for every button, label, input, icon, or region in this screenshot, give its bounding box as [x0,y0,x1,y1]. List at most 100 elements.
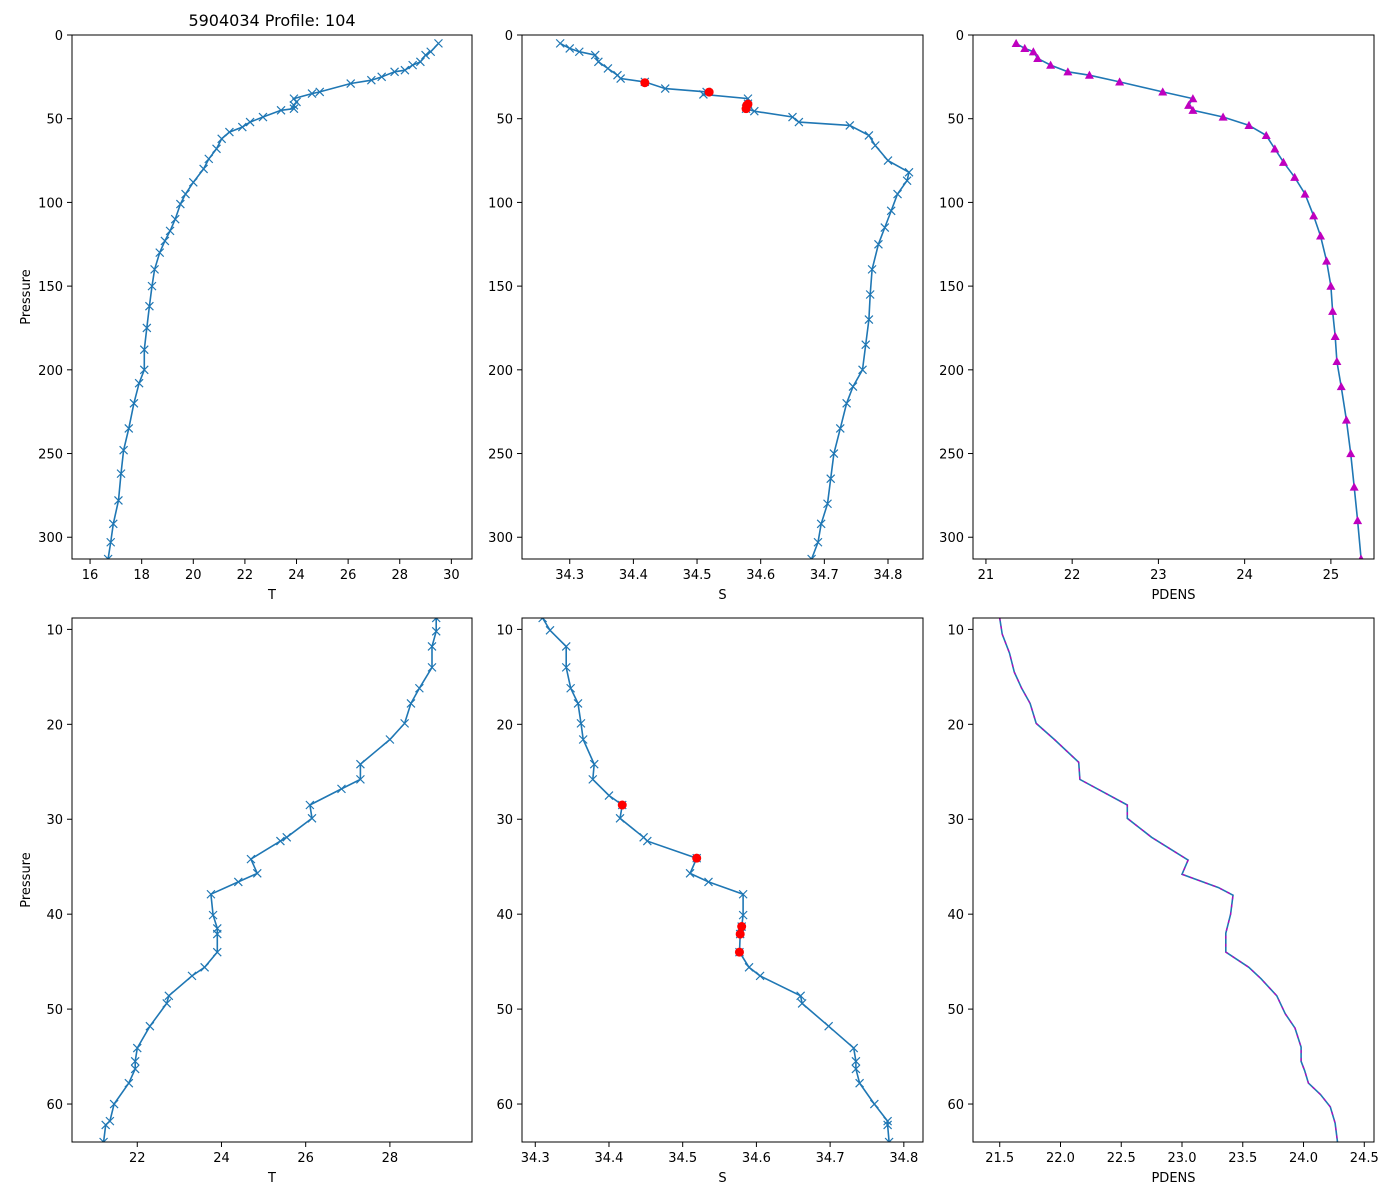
data-point [188,177,198,187]
data-point [307,813,317,823]
highlight-point [640,78,650,88]
y-tick-label: 150 [488,280,513,295]
data-point [589,759,599,769]
data-point [366,75,376,85]
x-tick-label: 34.4 [595,1151,624,1166]
data-point [400,718,410,728]
data-point [124,1078,134,1088]
data-point [337,784,346,794]
data-point [431,626,441,636]
data-point [124,423,134,433]
x-tick-label: 34.3 [555,568,584,583]
data-point [1188,94,1198,103]
data-point [315,87,325,97]
data-point [199,164,209,174]
x-tick-label: 34.7 [810,568,839,583]
data-point [842,398,852,408]
data-point [749,106,759,116]
data-point [142,323,152,333]
data-point [276,105,286,115]
y-tick-label: 50 [46,1003,63,1018]
x-tick-label: 34.3 [521,1151,550,1166]
data-point [346,79,356,88]
x-tick-label: 24 [213,1151,230,1166]
data-point [212,947,222,957]
y-tick-label: 30 [46,813,63,828]
data-point [245,117,255,127]
y-tick-label: 60 [947,1098,964,1113]
x-tick-label: 26 [340,568,357,583]
x-tick-label: 23.0 [1168,1151,1197,1166]
data-point [1261,130,1271,140]
y-tick-label: 20 [947,718,964,733]
y-tick-label: 10 [46,623,63,638]
data-point [1326,281,1336,290]
data-point [615,813,625,823]
data-point [874,239,883,249]
subplot-top-temperature: 16 18 20 22 24 26 28 30050100150200250300TPress… [19,29,473,603]
data-point [224,127,234,137]
data-point [566,683,576,693]
data-point [880,223,890,232]
data-point [233,877,243,887]
data-point [1184,100,1194,109]
data-point [289,100,299,110]
data-point [816,519,826,529]
data-point [187,971,197,981]
data-point [175,199,185,209]
data-point [1020,43,1030,52]
data-point [744,962,754,972]
data-point [545,625,555,635]
series-S [555,38,914,559]
data-point [1046,60,1056,69]
data-point [604,791,614,800]
x-tick-label: 22 [129,1151,146,1166]
y-tick-label: 10 [496,623,513,638]
data-point [427,662,437,672]
data-point [208,910,218,920]
data-point [181,189,190,199]
data-point [788,112,797,122]
data-point [206,889,216,899]
data-point [305,800,315,810]
x-tick-label: 21.5 [985,1151,1014,1166]
series-PDENS [998,618,1339,1142]
data-point [1330,331,1340,340]
y-axis-label: Pressure [19,852,34,908]
y-tick-label: 300 [939,531,964,546]
data-point [307,89,317,99]
data-point [1011,38,1021,47]
data-point [616,74,626,83]
data-point [858,365,867,375]
data-point [561,662,571,672]
data-point [685,868,695,878]
axes-frame [521,34,924,560]
subplot-top-salinity: 34.3 34.4 34.5 34.6 34.7 34.8 0 50 100 150 200 250 3… [488,29,924,603]
data-point [155,248,165,258]
data-point [573,699,583,708]
highlight-point [741,104,751,114]
data-point [884,1137,894,1142]
data-point [867,264,877,274]
series-line [998,618,1339,1142]
axes-frame [972,617,1375,1143]
y-tick-label: 30 [947,813,964,828]
y-tick-label: 40 [46,908,63,923]
series-S [538,618,894,1142]
y-tick-label: 50 [947,113,964,128]
data-point [130,1064,140,1074]
data-point [1353,515,1363,525]
data-point [593,57,603,67]
data-point [1300,189,1310,198]
data-point [588,774,598,784]
series-T [103,38,443,559]
data-point [883,1116,893,1126]
data-point [212,144,221,154]
data-point [145,1021,155,1031]
y-tick-label: 60 [46,1098,63,1113]
series-line [107,42,440,559]
data-point [704,877,713,887]
y-tick-label: 250 [38,448,63,463]
data-point [849,1043,859,1053]
data-point [1278,157,1288,166]
